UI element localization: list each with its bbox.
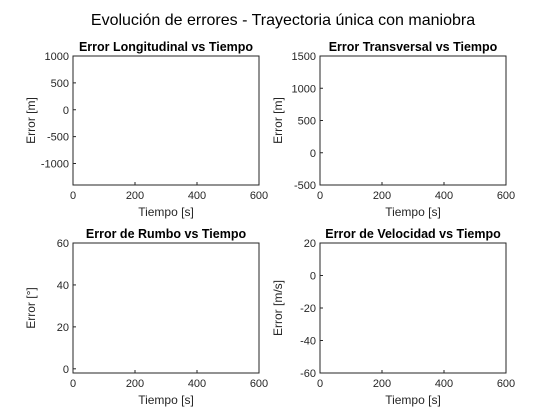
y-tick-label-500: -500 [47, 132, 69, 144]
x-tick-label-200: 200 [373, 190, 391, 202]
x-tick-label-0: 0 [317, 378, 323, 390]
y-axis-label: Error [m/s] [271, 280, 285, 336]
y-tick-label-0: 0 [63, 105, 69, 117]
subplot-title: Error Longitudinal vs Tiempo [79, 40, 253, 54]
x-tick-label-600: 600 [497, 190, 515, 202]
y-tick-label-1000: 1000 [292, 83, 316, 95]
subplot-velocidad: 0 200 400 600 -60 -40 -20 0 20 Error de Velocidad… [271, 227, 515, 407]
axes-frame [72, 242, 260, 374]
y-axis-label: Error [m] [271, 97, 285, 144]
x-axis-label: Tiempo [s] [138, 393, 194, 407]
x-tick-label-0: 0 [317, 190, 323, 202]
y-tick-label-500: 500 [51, 78, 69, 90]
x-tick-label-400: 400 [435, 190, 453, 202]
y-tick-label-1000: -1000 [41, 159, 69, 171]
y-tick-label-0: 0 [310, 148, 316, 160]
x-tick-label-400: 400 [188, 378, 206, 390]
axes-frame [319, 55, 507, 186]
x-tick-label-0: 0 [70, 378, 76, 390]
y-tick-label-40: 40 [57, 280, 69, 292]
subplot-rumbo: 0 200 400 600 0 20 40 60 Error de Rumbo vs Tiemp… [24, 227, 268, 407]
y-tick-label-20: -20 [300, 303, 316, 315]
y-tick-label-1500: 1500 [292, 51, 316, 63]
y-tick-label-20: 20 [57, 322, 69, 334]
x-tick-label-200: 200 [126, 378, 144, 390]
x-tick-label-400: 400 [188, 190, 206, 202]
y-tick-label-20: 20 [304, 238, 316, 250]
subplot-title: Error Transversal vs Tiempo [329, 40, 498, 54]
x-tick-label-600: 600 [250, 378, 268, 390]
x-tick-label-600: 600 [250, 190, 268, 202]
x-axis-label: Tiempo [s] [138, 205, 194, 219]
y-tick-label-0: 0 [63, 364, 69, 376]
y-tick-label-500: -500 [294, 180, 316, 192]
x-tick-label-200: 200 [373, 378, 391, 390]
subplot-longitudinal: 0 200 400 600 -1000 -500 0 500 1000 Error Longitu… [24, 40, 268, 219]
x-tick-label-400: 400 [435, 378, 453, 390]
figure-title: Evolución de errores - Trayectoria única… [91, 12, 475, 29]
y-tick-label-500: 500 [298, 116, 316, 128]
subplot-title: Error de Rumbo vs Tiempo [86, 227, 247, 241]
x-tick-label-200: 200 [126, 190, 144, 202]
y-tick-label-60: -60 [300, 368, 316, 380]
x-axis-label: Tiempo [s] [385, 393, 441, 407]
y-tick-label-0: 0 [310, 271, 316, 283]
x-axis-label: Tiempo [s] [385, 205, 441, 219]
y-tick-label-1000: 1000 [45, 51, 69, 63]
subplot-title: Error de Velocidad vs Tiempo [325, 227, 501, 241]
x-tick-label-0: 0 [70, 190, 76, 202]
y-axis-label: Error [m] [24, 97, 38, 144]
axes-frame [319, 242, 507, 374]
x-tick-label-600: 600 [497, 378, 515, 390]
y-axis-label: Error [°] [24, 287, 38, 328]
axes-frame [72, 55, 260, 186]
y-tick-label-60: 60 [57, 238, 69, 250]
y-tick-label-40: -40 [300, 336, 316, 348]
